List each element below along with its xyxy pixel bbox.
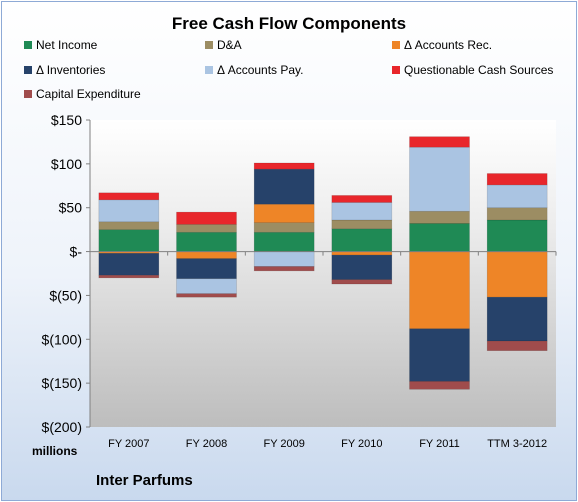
y-unit-label: millions: [32, 444, 78, 458]
legend-label: Net Income: [36, 38, 98, 52]
y-tick-label: $100: [51, 156, 82, 172]
y-tick-label: $150: [51, 112, 82, 128]
legend-item-accounts-pay: Δ Accounts Pay.: [205, 63, 304, 77]
bar-segment: [253, 203, 315, 223]
x-tick-label: FY 2010: [341, 438, 382, 450]
y-tick-label: $(200): [42, 419, 82, 435]
y-tick-label: $(150): [42, 375, 82, 391]
bar-segment: [409, 210, 470, 224]
bar-segment: [176, 211, 237, 225]
bar-segment: [331, 279, 393, 285]
bar-segment: [486, 251, 548, 298]
legend-item-questionable-cash: Questionable Cash Sources: [392, 63, 553, 77]
legend-label: Δ Inventories: [36, 63, 106, 77]
company-name: Inter Parfums: [96, 472, 193, 489]
bar-segment: [331, 228, 393, 252]
bar-segment: [253, 266, 315, 272]
bar-segment: [409, 251, 470, 330]
bar-segment: [409, 136, 470, 148]
bar-segment: [98, 229, 160, 252]
legend-item-net-income: Net Income: [24, 38, 97, 52]
bar-segment: [486, 207, 548, 221]
bar-segment: [331, 254, 393, 280]
legend-swatch: [205, 66, 213, 74]
bar-segment: [98, 199, 160, 223]
bar-segment: [331, 195, 393, 203]
bar-segment: [98, 253, 160, 276]
legend-swatch: [205, 41, 213, 49]
bar-segment: [486, 340, 548, 351]
legend-swatch: [24, 41, 32, 49]
bar-segment: [98, 221, 160, 230]
bar-segment: [486, 296, 548, 342]
bar-segment: [98, 274, 160, 279]
bar-segment: [409, 223, 470, 252]
x-tick-label: FY 2008: [186, 438, 227, 450]
bar-segment: [409, 328, 470, 382]
chart-title: Free Cash Flow Components: [171, 14, 407, 33]
bar-segment: [176, 258, 237, 280]
y-tick-label: $(50): [49, 287, 82, 303]
legend-item-accounts-rec: Δ Accounts Rec.: [392, 38, 492, 52]
x-tick-label: TTM 3-2012: [487, 438, 547, 450]
bar-segment: [176, 224, 237, 233]
bar-segment: [253, 168, 315, 205]
bar-segment: [253, 222, 315, 233]
x-tick-label: FY 2007: [108, 438, 149, 450]
plot-area: [90, 120, 556, 427]
bar-segment: [331, 202, 393, 221]
bar-segment: [409, 381, 470, 390]
bar-segment: [253, 162, 315, 170]
bar-segment: [176, 231, 237, 252]
bar-segment: [331, 219, 393, 230]
legend-label: Capital Expenditure: [36, 87, 141, 101]
y-tick-label: $50: [59, 200, 83, 216]
legend-label: Questionable Cash Sources: [404, 63, 554, 77]
bar-segment: [176, 293, 237, 298]
legend-item-inventories: Δ Inventories: [24, 63, 105, 77]
bar-segment: [253, 251, 315, 267]
bar-segment: [253, 231, 315, 252]
bar-segment: [331, 251, 393, 256]
bar-segment: [176, 278, 237, 294]
legend-label: Δ Accounts Pay.: [217, 63, 304, 77]
legend-item-capex: Capital Expenditure: [24, 87, 141, 101]
bar-segment: [176, 251, 237, 259]
bar-segment: [486, 219, 548, 252]
bar-segment: [409, 146, 470, 212]
x-tick-label: FY 2009: [263, 438, 304, 450]
y-tick-label: $(100): [42, 331, 82, 347]
legend-swatch: [392, 41, 400, 49]
bar-segment: [486, 184, 548, 209]
legend-label: Δ Accounts Rec.: [404, 38, 493, 52]
bar-segment: [486, 173, 548, 186]
legend-swatch: [24, 90, 32, 98]
legend-swatch: [24, 66, 32, 74]
x-tick-label: FY 2011: [419, 438, 460, 450]
legend-item-da: D&A: [205, 38, 242, 52]
y-tick-label: $-: [70, 244, 83, 260]
legend-swatch: [392, 66, 400, 74]
legend-label: D&A: [217, 38, 242, 52]
bar-segment: [98, 192, 160, 201]
